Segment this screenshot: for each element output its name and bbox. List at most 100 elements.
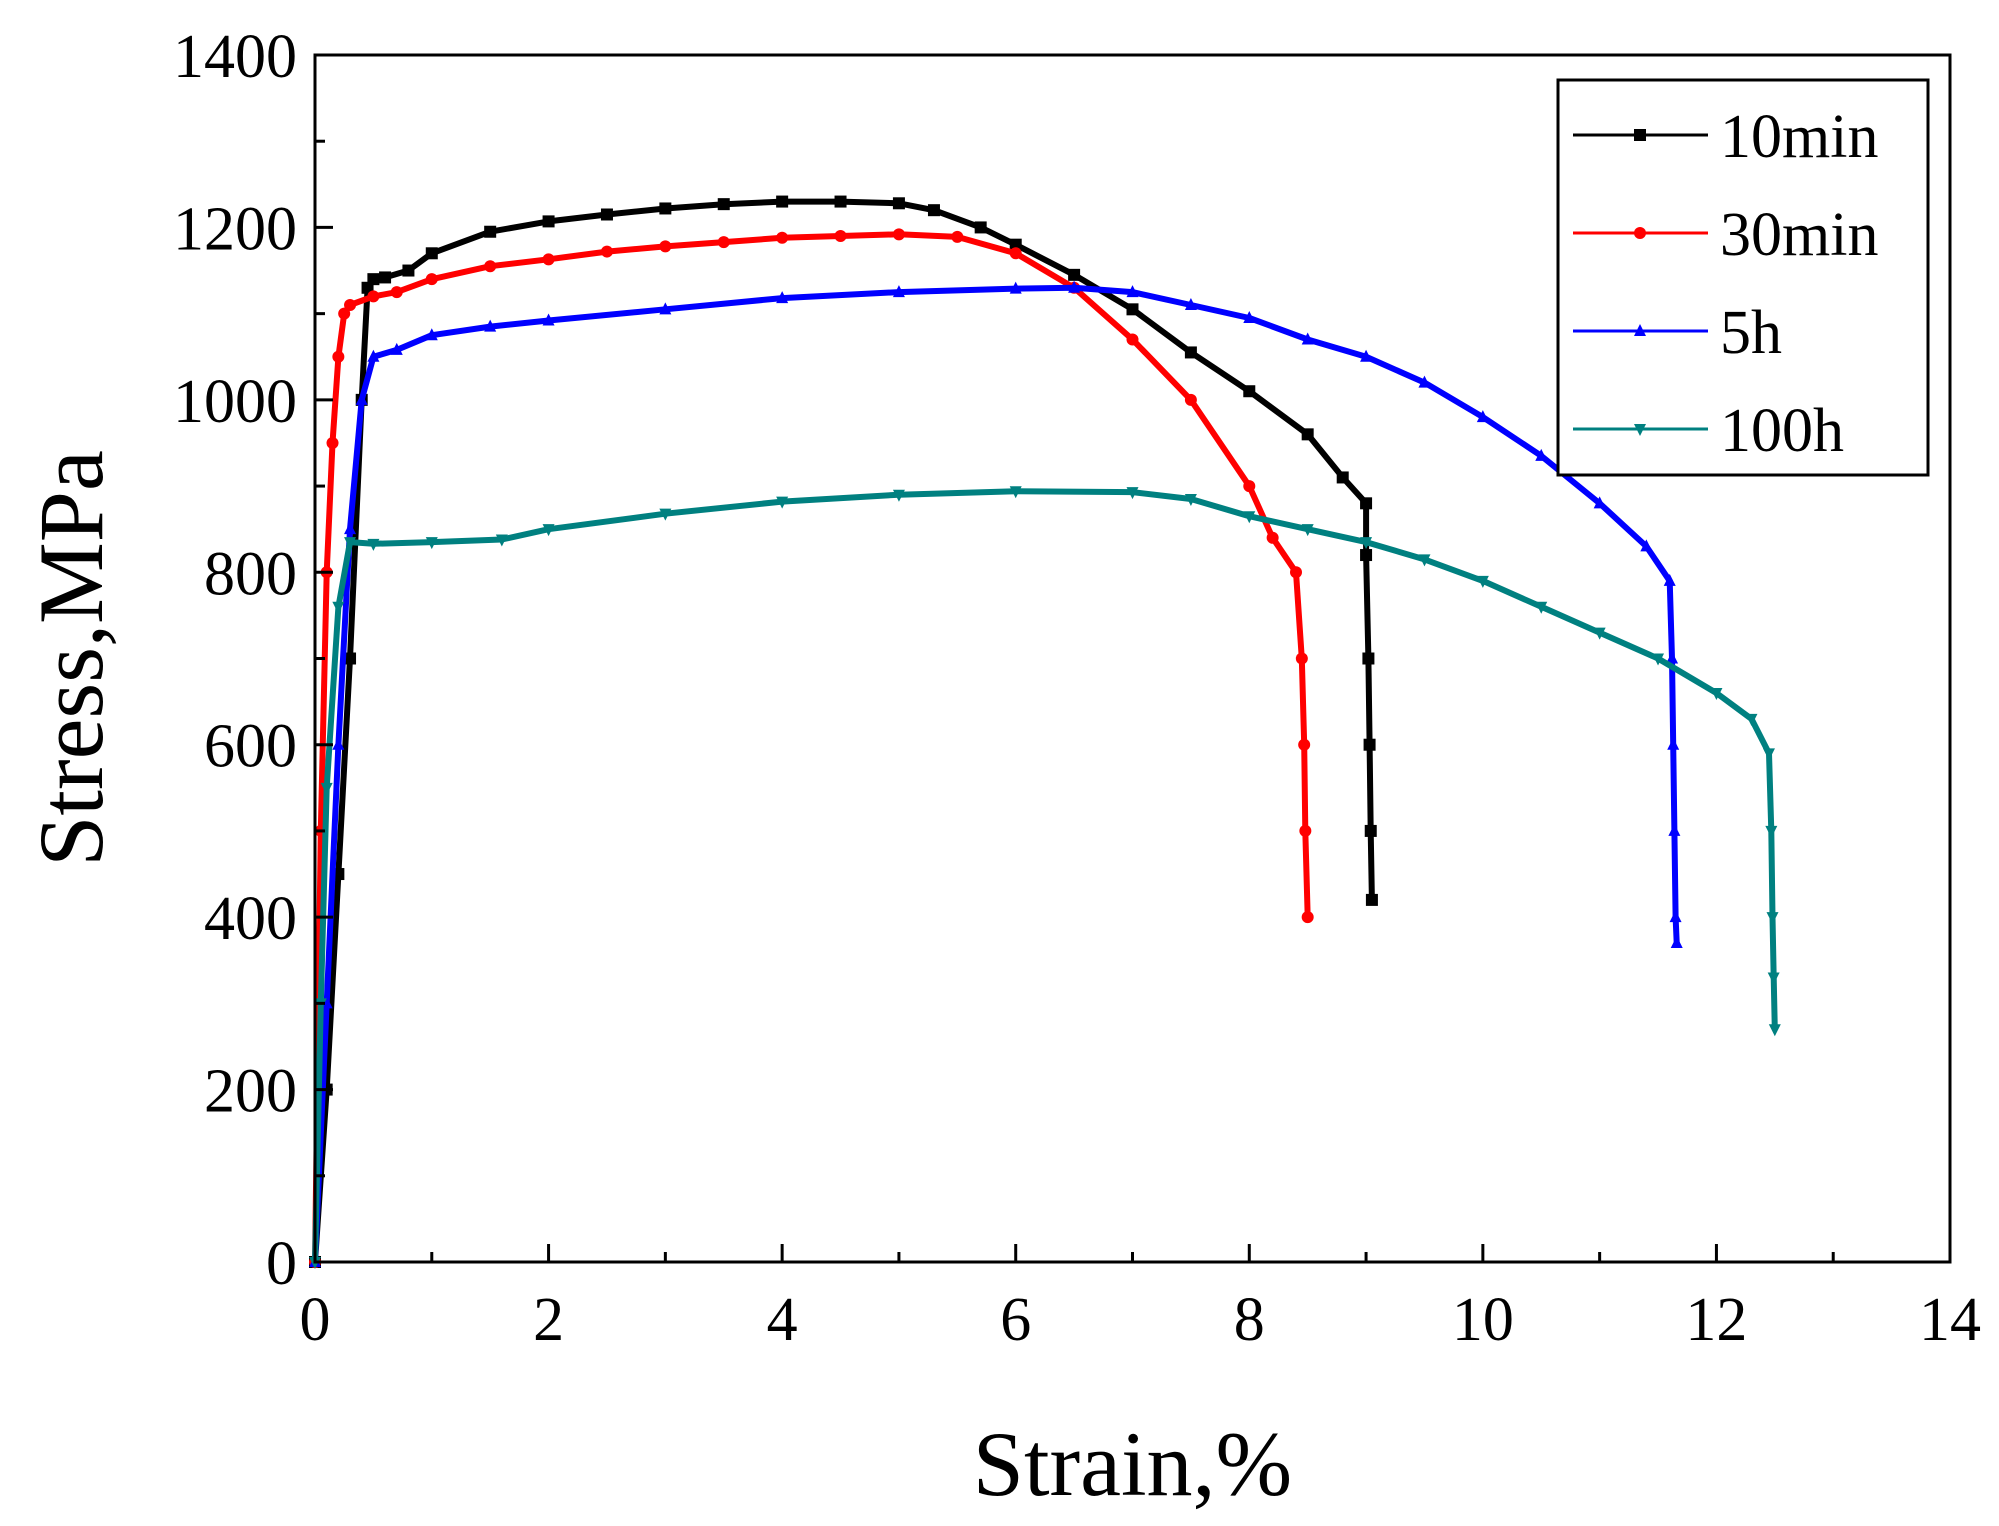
legend-item-100h: 100h [1573, 397, 1844, 465]
data-point [1126, 487, 1139, 500]
x-tick-label: 2 [533, 1286, 564, 1354]
series-100h [309, 486, 1781, 1269]
data-point [834, 230, 847, 243]
data-point [1710, 687, 1723, 700]
data-point [1068, 268, 1081, 281]
x-axis: 0 2 4 6 8 10 12 14 [300, 1244, 1981, 1354]
data-point [425, 247, 438, 260]
y-tick-label: 200 [204, 1058, 297, 1126]
legend-marker [1634, 227, 1646, 239]
data-point [484, 225, 497, 238]
x-tick-label: 8 [1234, 1286, 1265, 1354]
series-line [312, 198, 1375, 1263]
data-point [542, 253, 555, 266]
data-point [344, 537, 357, 550]
y-tick-label: 600 [204, 713, 297, 781]
data-point [776, 231, 789, 244]
data-point [344, 652, 357, 665]
data-point [600, 208, 613, 221]
data-point [1762, 748, 1775, 761]
legend-item-10min: 10min [1573, 103, 1878, 171]
data-point [1666, 651, 1679, 664]
data-point [1670, 936, 1683, 949]
data-point [659, 508, 672, 521]
data-point [484, 260, 497, 273]
data-point [1295, 652, 1308, 665]
x-tick-label: 4 [767, 1286, 798, 1354]
data-point [1418, 554, 1431, 567]
data-point [1652, 653, 1665, 666]
data-point [1299, 824, 1312, 837]
data-point [1009, 281, 1022, 294]
data-point [1476, 575, 1489, 588]
legend-item-30min: 30min [1573, 201, 1878, 269]
data-point [425, 273, 438, 286]
x-tick-label: 10 [1452, 1286, 1514, 1354]
data-point [425, 328, 438, 341]
data-point [542, 524, 555, 537]
data-point [834, 195, 847, 208]
legend-label: 10min [1720, 103, 1878, 171]
data-point [776, 291, 789, 304]
data-point [1360, 537, 1373, 550]
data-point [1765, 825, 1778, 838]
data-point [1301, 524, 1314, 537]
data-point [659, 202, 672, 215]
data-point [542, 215, 555, 228]
data-point [892, 285, 905, 298]
data-point [951, 230, 964, 243]
data-point [1768, 1024, 1781, 1037]
y-tick-label: 1000 [173, 368, 297, 436]
data-point [1360, 497, 1373, 510]
y-axis: 0 200 400 600 800 1000 1200 1400 [173, 23, 333, 1298]
data-point [1669, 910, 1682, 923]
data-point [1298, 738, 1311, 751]
data-point [332, 350, 345, 363]
legend-label: 100h [1720, 397, 1844, 465]
data-point [1593, 496, 1606, 509]
data-point [892, 228, 905, 241]
data-point [355, 392, 368, 405]
data-point [1363, 738, 1376, 751]
data-point [390, 286, 403, 299]
legend-item-5h: 5h [1573, 299, 1782, 367]
data-point [1243, 511, 1256, 524]
data-point [1301, 428, 1314, 441]
data-point [402, 264, 415, 277]
data-point [1290, 566, 1302, 579]
data-point [1266, 531, 1279, 544]
data-point [1336, 471, 1349, 484]
series-5h [309, 280, 1683, 1267]
data-point [1243, 385, 1256, 398]
data-point [495, 534, 508, 547]
data-point [1766, 912, 1779, 925]
data-point [367, 273, 380, 286]
series-line [312, 231, 1311, 1263]
data-point [1126, 333, 1139, 346]
data-point [1418, 375, 1431, 388]
y-tick-label: 800 [204, 540, 297, 608]
data-point [974, 221, 987, 234]
data-point [1360, 349, 1373, 362]
data-point [1364, 824, 1377, 837]
data-point [379, 271, 392, 284]
data-point [600, 245, 613, 258]
data-point [1184, 298, 1197, 311]
legend-box [1556, 78, 1930, 477]
data-point [1301, 332, 1314, 345]
data-point [1362, 652, 1375, 665]
data-point [1243, 480, 1256, 493]
data-point [892, 197, 905, 210]
data-point [367, 290, 380, 303]
data-point [1476, 410, 1489, 423]
data-point [344, 522, 357, 535]
data-point [1640, 539, 1653, 552]
legend: 10min 30min 5h 100h [1556, 78, 1930, 477]
data-point [344, 299, 357, 312]
data-point [1243, 310, 1256, 323]
data-point [1126, 285, 1139, 298]
data-point [1767, 972, 1780, 985]
data-point [484, 319, 497, 332]
data-point [425, 537, 438, 550]
data-point [332, 601, 345, 614]
